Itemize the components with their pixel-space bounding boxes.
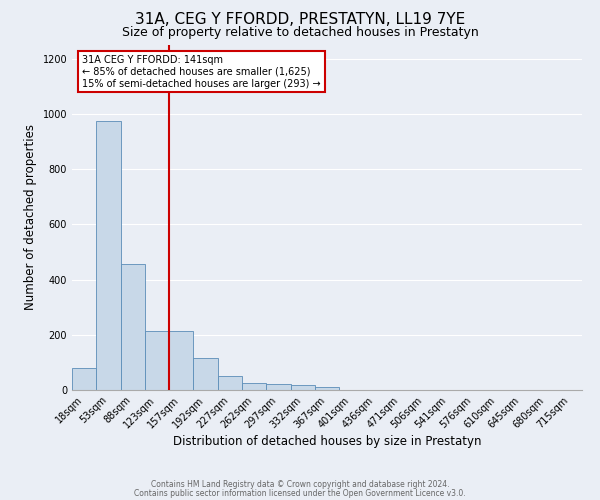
Bar [315,386,339,390]
Bar [242,383,266,390]
Text: Contains public sector information licensed under the Open Government Licence v3: Contains public sector information licen… [134,488,466,498]
Bar [72,368,96,390]
Bar [145,330,169,390]
Text: 31A CEG Y FFORDD: 141sqm
← 85% of detached houses are smaller (1,625)
15% of sem: 31A CEG Y FFORDD: 141sqm ← 85% of detach… [82,56,321,88]
Bar [169,330,193,390]
Text: Contains HM Land Registry data © Crown copyright and database right 2024.: Contains HM Land Registry data © Crown c… [151,480,449,489]
Bar [218,376,242,390]
Y-axis label: Number of detached properties: Number of detached properties [24,124,37,310]
Bar [193,358,218,390]
Bar [290,385,315,390]
X-axis label: Distribution of detached houses by size in Prestatyn: Distribution of detached houses by size … [173,436,481,448]
Bar [266,384,290,390]
Bar [96,121,121,390]
Text: 31A, CEG Y FFORDD, PRESTATYN, LL19 7YE: 31A, CEG Y FFORDD, PRESTATYN, LL19 7YE [135,12,465,28]
Text: Size of property relative to detached houses in Prestatyn: Size of property relative to detached ho… [122,26,478,39]
Bar [121,264,145,390]
